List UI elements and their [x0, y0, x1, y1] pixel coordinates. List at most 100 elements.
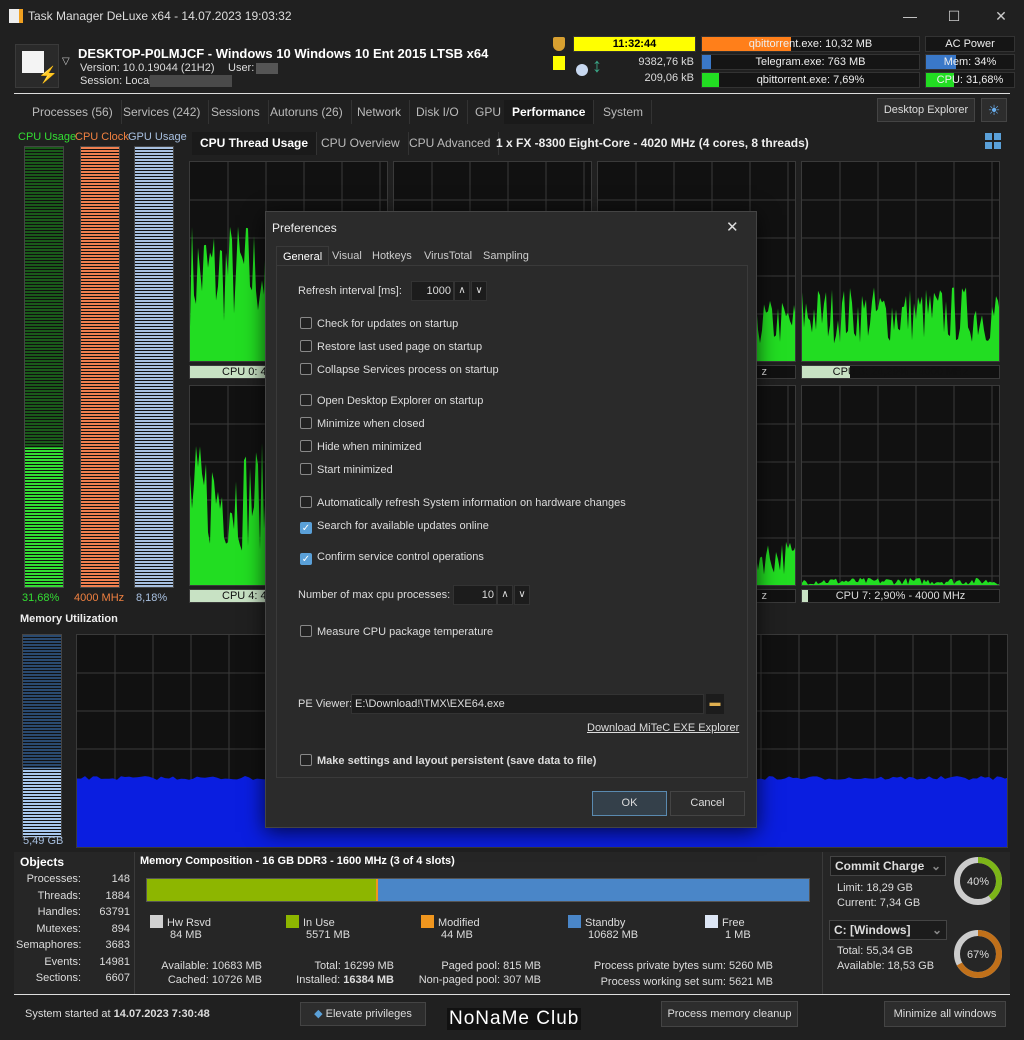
pref-tab-visual[interactable]: Visual: [332, 250, 362, 262]
installed-memory: Installed: 16384 MB: [270, 974, 394, 986]
object-label: Sections:: [35, 972, 81, 984]
subtab-cpu-overview[interactable]: CPU Overview: [313, 132, 409, 155]
subtab-cpu-advanced[interactable]: CPU Advanced: [401, 132, 500, 155]
download-exe-explorer-link[interactable]: Download MiTeC EXE Explorer: [587, 722, 740, 734]
pref-checkbox[interactable]: Open Desktop Explorer on startup: [300, 393, 483, 409]
object-label: Threads:: [37, 889, 81, 902]
object-label: Semaphores:: [16, 939, 82, 951]
process-memory-cleanup-button[interactable]: Process memory cleanup: [661, 1001, 798, 1027]
tab-disk[interactable]: Disk I/O: [408, 100, 468, 124]
refresh-interval-input[interactable]: 1000: [411, 281, 454, 301]
dialog-close-button[interactable]: ✕: [726, 219, 739, 236]
subtab-cpu-thread-usage[interactable]: CPU Thread Usage: [192, 132, 318, 155]
memory-utilization-title: Memory Utilization: [20, 613, 118, 625]
ok-button[interactable]: OK: [592, 791, 667, 816]
general-panel: [276, 265, 748, 778]
cpu-7-label: CPU 7: 2,90% - 4000 MHz: [801, 589, 1000, 603]
persistent-settings-checkbox[interactable]: Make settings and layout persistent (sav…: [300, 753, 596, 769]
pref-checkbox[interactable]: Automatically refresh System information…: [300, 495, 626, 511]
tab-autoruns[interactable]: Autoruns (26): [262, 100, 352, 124]
cpu-usage-label: CPU Usage: [18, 131, 77, 143]
object-value: 14981: [99, 955, 130, 968]
theme-toggle-icon[interactable]: ☀: [981, 98, 1007, 122]
refresh-up-button[interactable]: ∧: [454, 281, 470, 301]
max-cpu-up-button[interactable]: ∧: [497, 585, 513, 605]
cpu-usage-value: 31,68%: [22, 592, 60, 604]
title-bar: Task Manager DeLuxe x64 - 14.07.2023 19:…: [0, 0, 1024, 32]
object-label: Events:: [44, 955, 81, 968]
pref-checkbox[interactable]: Collapse Services process on startup: [300, 362, 499, 378]
top-cpu-process[interactable]: qbittorrent.exe: 7,69%: [701, 72, 920, 88]
pref-checkbox[interactable]: Check for updates on startup: [300, 316, 458, 332]
refresh-down-button[interactable]: ∨: [471, 281, 487, 301]
tab-sessions[interactable]: Sessions: [203, 100, 269, 124]
cached-memory: Cached: 10726 MB: [167, 974, 262, 986]
machine-icon[interactable]: ⚡: [15, 44, 59, 88]
session: Session: Local: [80, 75, 152, 87]
object-label: Handles:: [37, 906, 81, 918]
object-value: 63791: [99, 906, 130, 918]
installed-label: Installed:: [296, 974, 341, 986]
pref-checkbox[interactable]: Start minimized: [300, 462, 393, 478]
pref-checkbox[interactable]: ✓ Confirm service control operations: [300, 551, 484, 565]
top-memory-process[interactable]: qbittorrent.exe: 10,32 MB: [701, 36, 920, 52]
object-label: Mutexes:: [36, 922, 81, 935]
pref-tab-sampling[interactable]: Sampling: [483, 250, 529, 262]
shield-icon: ◆: [314, 1008, 323, 1020]
private-bytes-sum: Process private bytes sum: 5260 MB: [593, 960, 773, 972]
pref-checkbox[interactable]: Hide when minimized: [300, 439, 422, 455]
dialog-title: Preferences: [272, 221, 337, 235]
tab-network[interactable]: Network: [349, 100, 411, 124]
elevate-privileges-button[interactable]: ◆ Elevate privileges: [300, 1002, 426, 1026]
max-cpu-down-button[interactable]: ∨: [514, 585, 530, 605]
available-memory: Available: 10683 MB: [161, 960, 262, 972]
legend-free: Free 1 MB: [705, 915, 751, 941]
memory-composition-bar: [146, 878, 810, 902]
minimize-button[interactable]: —: [903, 8, 917, 24]
gpu-usage-bar: [134, 146, 174, 588]
objects-title: Objects: [20, 855, 65, 869]
cpu-3-label: CPU 3: 24,29% - 4000 MHz: [801, 365, 1000, 379]
power-status: AC Power: [925, 36, 1015, 52]
drive-select[interactable]: C: [Windows] ⌄: [829, 920, 947, 940]
system-started: System started at 14.07.2023 7:30:48: [25, 1008, 210, 1020]
divider: [134, 852, 135, 994]
pref-checkbox[interactable]: Restore last used page on startup: [300, 339, 482, 355]
memory-value: 5,49 GB: [23, 835, 64, 847]
cpu-7-graph: [801, 385, 1000, 586]
folder-icon[interactable]: ▬: [706, 694, 724, 714]
maximize-button[interactable]: ☐: [947, 8, 961, 24]
paged-pool: Paged pool: 815 MB: [441, 960, 541, 972]
measure-temp-checkbox[interactable]: Measure CPU package temperature: [300, 624, 493, 640]
minimize-all-windows-button[interactable]: Minimize all windows: [884, 1001, 1006, 1027]
processor-info: 1 x FX -8300 Eight-Core - 4020 MHz (4 co…: [496, 136, 809, 150]
legend-swatch: [286, 915, 299, 928]
gpu-usage-value: 8,18%: [136, 592, 168, 604]
divider: [822, 852, 823, 994]
pref-tab-general[interactable]: General: [276, 246, 330, 266]
object-value: 1884: [105, 889, 130, 902]
close-button[interactable]: ✕: [995, 8, 1007, 24]
pref-checkbox[interactable]: ✓ Search for available updates online: [300, 520, 489, 534]
pref-checkbox[interactable]: Minimize when closed: [300, 416, 425, 432]
tab-system[interactable]: System: [595, 100, 653, 124]
session-redacted: [150, 75, 232, 87]
refresh-interval-label: Refresh interval [ms]:: [298, 285, 402, 297]
pref-tab-virustotal[interactable]: VirusTotal: [424, 250, 473, 262]
max-cpu-input[interactable]: 10: [453, 585, 497, 605]
object-value: 6607: [105, 972, 130, 984]
machine-menu-arrow[interactable]: ▽: [62, 56, 70, 67]
layout-grid-icon[interactable]: [985, 133, 1001, 149]
app-icon: [9, 9, 23, 23]
pref-tab-hotkeys[interactable]: Hotkeys: [372, 250, 412, 262]
commit-charge-select[interactable]: Commit Charge ⌄: [830, 856, 946, 876]
cancel-button[interactable]: Cancel: [670, 791, 745, 816]
top-io-process[interactable]: Telegram.exe: 763 MB: [701, 54, 920, 70]
pe-viewer-input[interactable]: E:\Download!\TMX\EXE64.exe: [351, 694, 704, 714]
tab-services[interactable]: Services (242): [115, 100, 210, 124]
legend-modified: Modified 44 MB: [421, 915, 480, 941]
legend-swatch: [150, 915, 163, 928]
tab-performance[interactable]: Performance: [504, 100, 595, 124]
desktop-explorer-button[interactable]: Desktop Explorer: [877, 98, 975, 122]
tab-processes[interactable]: Processes (56): [24, 100, 122, 124]
